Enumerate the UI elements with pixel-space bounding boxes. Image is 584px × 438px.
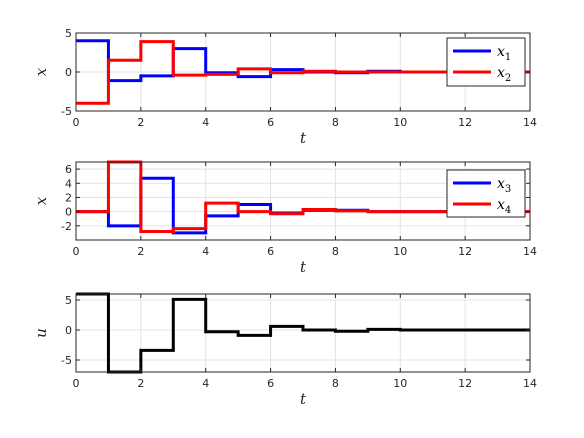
x-tick-label: 10 [393,377,407,390]
y-tick-label: 5 [65,294,72,307]
x-tick-label: 12 [458,377,472,390]
x-tick-label: 14 [523,245,537,258]
x-tick-label: 14 [523,377,537,390]
series-line-2 [76,40,530,105]
x-tick-label: 12 [458,116,472,129]
x-tick-label: 2 [137,245,144,258]
x-tick-label: 6 [267,116,274,129]
x-tick-label: 6 [267,245,274,258]
y-tick-label: -5 [61,354,72,367]
x-tick-label: 0 [73,377,80,390]
y-tick-label: 2 [65,191,72,204]
x-tick-label: 0 [73,245,80,258]
y-tick-label: -5 [61,105,72,118]
x-axis-label: t [300,390,307,408]
x-tick-label: 6 [267,377,274,390]
y-tick-label: 0 [65,206,72,219]
x-tick-label: 8 [332,116,339,129]
y-tick-label: 4 [65,177,72,190]
x-tick-label: 2 [137,116,144,129]
legend-box [446,37,526,87]
x-tick-label: 4 [202,377,209,390]
y-tick-label: 5 [65,27,72,40]
y-axis-label: x [32,196,50,205]
x-tick-label: 8 [332,377,339,390]
x-tick-label: 12 [458,245,472,258]
y-tick-label: 0 [65,66,72,79]
y-tick-label: 6 [65,163,72,176]
y-tick-label: -2 [61,220,72,233]
x-tick-label: 10 [393,245,407,258]
axes-box [75,293,531,373]
legend-box [446,169,526,218]
x-tick-label: 4 [202,116,209,129]
x-tick-label: 0 [73,116,80,129]
x-tick-label: 4 [202,245,209,258]
x-tick-label: 2 [137,377,144,390]
y-axis-label: u [32,328,50,338]
y-tick-label: 0 [65,324,72,337]
series-line-2 [76,160,530,233]
series-line-1 [76,292,530,374]
x-axis-label: t [300,258,307,276]
axes-box [75,161,531,241]
x-tick-label: 14 [523,116,537,129]
x-tick-label: 10 [393,116,407,129]
y-axis-label: x [32,67,50,76]
x-tick-label: 8 [332,245,339,258]
plot-area [76,294,530,372]
x-axis-label: t [300,129,307,147]
